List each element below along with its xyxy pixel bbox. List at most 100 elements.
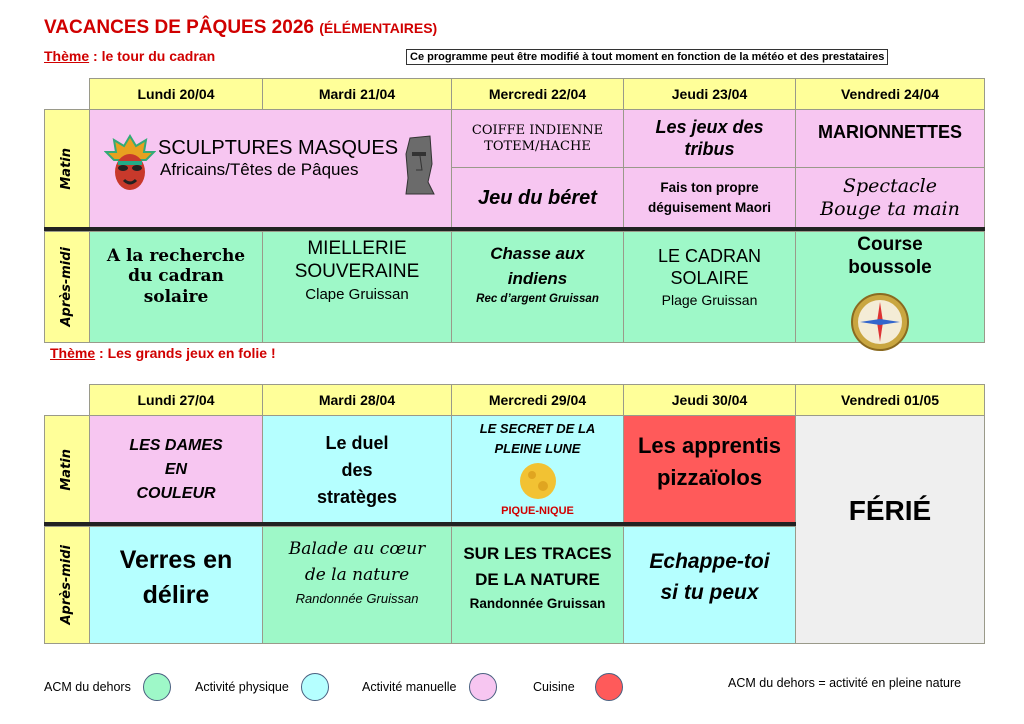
activity-traces: SUR LES TRACES DE LA NATURE Randonnée Grui… xyxy=(451,526,624,644)
activity-line: SOUVERAINE xyxy=(294,260,420,282)
picnic-note: PIQUE-NIQUE xyxy=(501,505,574,518)
legend-swatch xyxy=(468,673,497,701)
activity-place: Randonnée Gruissan xyxy=(469,595,606,611)
day-header: Mercredi 22/04 xyxy=(451,78,624,110)
activity-line: LES DAMES xyxy=(129,437,223,454)
legend-acm: ACM du dehors xyxy=(44,673,171,701)
theme-week1: Thème : le tour du cadran xyxy=(44,48,215,64)
legend-note: ACM du dehors = activité en pleine natur… xyxy=(728,676,962,690)
activity-line: Le duel xyxy=(325,432,389,453)
activity-line: tribus xyxy=(684,138,735,159)
legend-label: ACM du dehors xyxy=(44,680,131,694)
notice-box: Ce programme peut être modifié à tout mo… xyxy=(406,49,889,65)
activity-line: PLEINE LUNE xyxy=(494,441,581,457)
legend-swatch xyxy=(142,673,171,701)
legend-manuelle: Activité manuelle xyxy=(362,673,497,701)
activity-line: COIFFE INDIENNE xyxy=(471,122,604,138)
day-header: Jeudi 23/04 xyxy=(623,78,796,110)
day-header: Vendredi 24/04 xyxy=(795,78,985,110)
activity-pleine-lune: LE SECRET DE LA PLEINE LUNE PIQUE-NIQUE xyxy=(451,415,624,525)
activity-line: Bouge ta main xyxy=(820,198,960,220)
activity-line: du cadran xyxy=(128,266,224,287)
activity-line: SOLAIRE xyxy=(670,267,749,288)
activity-line: LE SECRET DE LA xyxy=(479,421,596,436)
row-label-text: Matin xyxy=(59,449,75,491)
activity-line: TOTEM/HACHE xyxy=(484,138,591,154)
activity-line: Spectacle xyxy=(843,175,937,198)
activity-balade: Balade au cœur de la nature Randonnée Grui… xyxy=(262,526,452,644)
row-label-text: Après-midi xyxy=(59,545,75,625)
day-header: Jeudi 30/04 xyxy=(623,384,796,416)
activity-deguisement: Fais ton propre déguisement Maori xyxy=(623,167,796,229)
activity-jeu-beret: Jeu du béret xyxy=(451,167,624,229)
activity-line: délire xyxy=(142,581,210,609)
activity-line: indiens xyxy=(507,268,568,288)
african-mask-icon xyxy=(104,134,156,190)
legend-cuisine: Cuisine xyxy=(533,673,623,701)
legend-label: Activité manuelle xyxy=(362,680,457,694)
title-sub: (ÉLÉMENTAIRES) xyxy=(319,20,438,36)
activity-verres: Verres en délire xyxy=(89,526,263,644)
activity-line: si tu peux xyxy=(660,581,759,604)
activity-line: boussole xyxy=(848,256,932,278)
activity-line: Les apprentis xyxy=(637,433,782,458)
activity-coiffe: COIFFE INDIENNE TOTEM/HACHE xyxy=(451,109,624,168)
activity-line: Course xyxy=(857,234,923,255)
activity-line: Balade au cœur xyxy=(288,539,426,559)
activity-line: LE CADRAN xyxy=(657,246,762,266)
legend-swatch xyxy=(300,673,329,701)
legend-physique: Activité physique xyxy=(195,673,329,701)
row-label-text: Après-midi xyxy=(59,247,75,327)
activity-echappe: Echappe-toi si tu peux xyxy=(623,526,796,644)
day-header: Lundi 27/04 xyxy=(89,384,263,416)
row-label-afternoon: Après-midi xyxy=(44,231,90,343)
activity-miellerie: MIELLERIE SOUVERAINE Clape Gruissan xyxy=(262,231,452,343)
activity-place: Plage Gruissan xyxy=(661,292,758,309)
day-header: Vendredi 01/05 xyxy=(795,384,985,416)
activity-line: Les jeux des xyxy=(655,116,764,137)
legend-label: Cuisine xyxy=(533,680,575,694)
activity-duel: Le duel des stratèges xyxy=(262,415,452,525)
legend-swatch xyxy=(594,673,623,701)
activity-line: Verres en xyxy=(119,546,233,574)
activity-cadran-solaire: LE CADRAN SOLAIRE Plage Gruissan xyxy=(623,231,796,343)
row-label-morning: Matin xyxy=(44,415,90,525)
activity-line: de la nature xyxy=(304,564,410,585)
page-title: VACANCES DE PÂQUES 2026 (ÉLÉMENTAIRES) xyxy=(44,17,437,39)
theme-text: : Les grands jeux en folie ! xyxy=(99,345,276,361)
activity-dames: LES DAMES EN COULEUR xyxy=(89,415,263,525)
title-main: VACANCES DE PÂQUES 2026 xyxy=(44,17,314,38)
theme-label: Thème xyxy=(44,48,90,64)
activity-line: solaire xyxy=(143,286,209,307)
activity-line: des xyxy=(341,459,373,480)
activity-chasse-indiens: Chasse aux indiens Rec d’argent Gruissan xyxy=(451,231,624,343)
activity-sculptures: SCULPTURES MASQUES Africains/Têtes de Pâ… xyxy=(89,109,452,229)
row-label-afternoon: Après-midi xyxy=(44,526,90,644)
activity-line: Chasse aux xyxy=(490,244,585,263)
activity-line: SUR LES TRACES xyxy=(463,544,612,563)
activity-line: DE LA NATURE xyxy=(475,570,600,590)
theme-label: Thème xyxy=(50,345,96,361)
activity-place: Clape Gruissan xyxy=(305,285,409,303)
day-header: Mardi 21/04 xyxy=(262,78,452,110)
activity-marionnettes: MARIONNETTES xyxy=(795,109,985,168)
divider xyxy=(44,522,796,526)
compass-icon xyxy=(851,293,909,351)
legend-label: Activité physique xyxy=(195,680,289,694)
row-label-morning: Matin xyxy=(44,109,90,229)
activity-spectacle: Spectacle Bouge ta main xyxy=(795,167,985,229)
activity-line: EN xyxy=(164,461,188,478)
activity-cadran-recherche: A la recherche du cadran solaire xyxy=(89,231,263,343)
day-header: Mardi 28/04 xyxy=(262,384,452,416)
row-label-text: Matin xyxy=(59,148,75,190)
theme-week2: Thème : Les grands jeux en folie ! xyxy=(50,345,276,361)
activity-line: Echappe-toi xyxy=(649,549,770,573)
day-header: Lundi 20/04 xyxy=(89,78,263,110)
activity-line: Fais ton propre xyxy=(660,179,759,195)
activity-place: Rec d’argent Gruissan xyxy=(476,293,599,306)
activity-title: SCULPTURES MASQUES xyxy=(158,137,399,159)
activity-jeux-tribus: Les jeux des tribus xyxy=(623,109,796,168)
divider xyxy=(44,227,985,231)
activity-place: Randonnée Gruissan xyxy=(295,591,419,606)
activity-line: déguisement Maori xyxy=(647,200,772,215)
